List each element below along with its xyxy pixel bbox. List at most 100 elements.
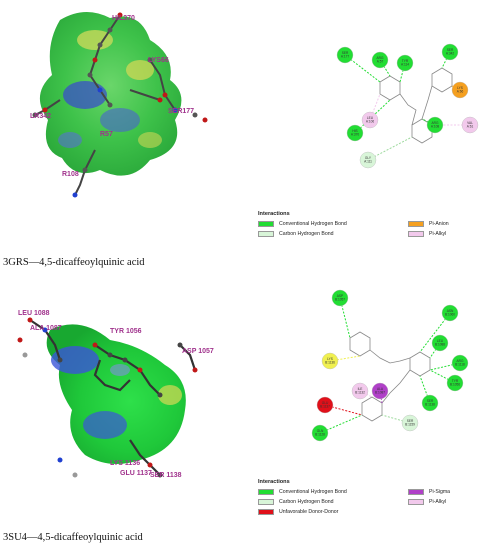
panel1-caption: 3GRS—4,5-dicaffeoylquinic acid <box>3 257 145 268</box>
interaction-line <box>429 342 441 359</box>
legend-label: Pi-Anion <box>429 221 449 227</box>
residue-node-label: GLN <box>317 429 324 433</box>
legend-label: Carbon Hydrogen Bond <box>279 499 334 505</box>
panel1-3d-surface: HIL370 LYS66 SER177 LR342 R57 R108 <box>30 11 208 198</box>
residue-node-label: ASN <box>447 309 454 313</box>
legend-title: Interactions <box>258 479 290 485</box>
panel1-2d-diagram: SER A:177 ARG A:57 TYR A:114 LYS A:66 LEU A:106 HI… <box>320 30 480 195</box>
legend-swatch <box>408 231 424 237</box>
residue-node <box>316 396 334 414</box>
legend-item: Conventional Hydrogen Bond <box>258 221 347 227</box>
legend-item: Carbon Hydrogen Bond <box>258 499 334 505</box>
panel2-2d-diagram: ASP B:1057 LYS B:1136 ASN B:1060 ARG B:1118 ILE B… <box>300 283 488 463</box>
residue-node-label: A:370 <box>351 133 360 137</box>
residue-label-6: LEU 1088 <box>18 310 50 317</box>
residue-node-label: A:106 <box>366 120 375 124</box>
residue-node <box>361 111 379 129</box>
residue-node-label: VAL <box>467 121 473 125</box>
residue-node <box>346 124 364 142</box>
residue-node-label: SER <box>427 399 434 403</box>
residue-node <box>421 394 439 412</box>
residue-node-label: B:1056 <box>450 383 460 387</box>
residue-node-label: GLY <box>365 156 372 160</box>
legend-item: Pi-Alkyl <box>408 499 446 505</box>
residue-node-label: HIS <box>352 129 357 133</box>
residue-node <box>371 51 389 69</box>
panel1-3d-view: HIL370 LYS66 SER177 LR342 R57 R108 <box>0 0 240 215</box>
residue-node-label: ASP <box>337 294 343 298</box>
legend-item: Pi-Alkyl <box>408 231 446 237</box>
residue-label-4: LYS 1136 <box>110 460 140 467</box>
residue-label-2: ASP 1057 <box>182 348 214 355</box>
residue-node-label: SER <box>447 48 454 52</box>
residue-node <box>431 334 449 352</box>
residue-node <box>321 352 339 370</box>
residue-node-label: B:1138 <box>425 403 435 407</box>
legend-swatch <box>258 509 274 515</box>
residue-node <box>451 354 469 372</box>
panel2-3d-surface: TYR 1056 ASP 1057 SER 1138 LYS 1136 GLU … <box>17 310 214 479</box>
residue-node <box>371 382 389 400</box>
residue-node-label: TYR <box>402 59 409 63</box>
legend-title: Interactions <box>258 211 290 217</box>
residue-node-label: B:1132 <box>355 391 365 395</box>
legend-label: Pi-Alkyl <box>429 231 447 237</box>
residue-node-label: A:111 <box>364 160 372 164</box>
interaction-line <box>379 59 391 77</box>
panel2-caption: 3SU4—4,5-dicaffeoylquinic acid <box>3 532 143 543</box>
residue-node-label: B:1118 <box>455 363 465 367</box>
interaction-line <box>367 136 413 161</box>
legend-swatch <box>258 221 274 227</box>
residue-node <box>446 374 464 392</box>
residue-node-label: ALA <box>377 387 384 391</box>
legend-swatch <box>408 499 424 505</box>
residue-label-7: ALA 1087 <box>30 325 62 332</box>
residue-node <box>336 46 354 64</box>
legend-label: Conventional Hydrogen Bond <box>279 489 347 495</box>
panel2-legend: Interactions Conventional Hydrogen Bond … <box>258 479 483 519</box>
interaction-line <box>441 51 451 69</box>
residue-node-label: LEU <box>437 339 444 343</box>
residue-node-label: A:342 <box>446 52 455 56</box>
residue-node-label: A:61 <box>467 125 474 129</box>
legend-label: Conventional Hydrogen Bond <box>279 221 347 227</box>
residue-node <box>426 116 444 134</box>
legend-swatch <box>408 221 424 227</box>
residue-label-4: LR342 <box>30 113 51 120</box>
legend-label: Carbon Hydrogen Bond <box>279 231 334 237</box>
interaction-line <box>324 404 363 416</box>
residue-node-label: B:1137 <box>320 405 330 409</box>
legend-swatch <box>408 489 424 495</box>
legend-swatch <box>258 231 274 237</box>
residue-node-label: ILE <box>358 387 363 391</box>
residue-label-2: LYS66 <box>148 57 169 64</box>
panel2-2d-svg: ASPB:1057LYSB:1136ASNB:1060ARGB:1118ILEB… <box>311 289 469 442</box>
legend-swatch <box>258 499 274 505</box>
interaction-line <box>419 312 451 353</box>
residue-node <box>311 424 329 442</box>
legend-item: Conventional Hydrogen Bond <box>258 489 347 495</box>
legend-item: Carbon Hydrogen Bond <box>258 231 334 237</box>
residue-label-6: R108 <box>62 171 79 178</box>
residue-node-label: A:177 <box>341 55 350 59</box>
residue-node <box>441 304 459 322</box>
residue-node-label: B:1159 <box>405 423 415 427</box>
legend-label: Pi-Sigma <box>429 489 451 495</box>
residue-label-3: SER177 <box>168 108 194 115</box>
residue-node-label: SER <box>407 419 414 423</box>
panel1-legend: Interactions Conventional Hydrogen Bond … <box>258 211 483 246</box>
residue-node-label: B:1128 <box>315 433 325 437</box>
residue-node <box>401 414 419 432</box>
residue-node-label: B:1136 <box>325 361 335 365</box>
residue-node <box>451 81 469 99</box>
residue-node-label: B:1087 <box>375 391 385 395</box>
residue-label-1: HIL370 <box>112 15 135 22</box>
residue-node-label: ARG <box>432 121 439 125</box>
residue-label-5: GLU 1137 <box>120 470 152 477</box>
residue-node-label: LYS <box>457 86 463 90</box>
legend-label: Unfavorable Donor-Donor <box>279 509 339 515</box>
residue-node <box>396 54 414 72</box>
residue-node <box>461 116 479 134</box>
legend-swatch <box>258 489 274 495</box>
legend-item: Unfavorable Donor-Donor <box>258 509 338 515</box>
